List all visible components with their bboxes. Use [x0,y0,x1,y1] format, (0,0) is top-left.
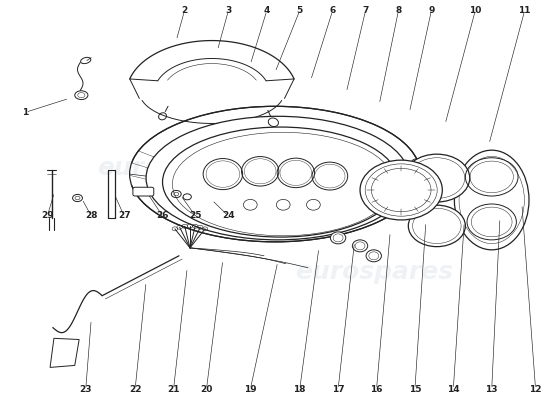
Text: 3: 3 [226,6,232,15]
Text: 6: 6 [329,6,336,15]
Ellipse shape [454,150,529,250]
Text: 29: 29 [41,212,54,220]
Text: 5: 5 [296,6,303,15]
Text: 25: 25 [189,212,202,220]
Text: 14: 14 [447,385,460,394]
Text: 16: 16 [370,385,383,394]
Ellipse shape [146,116,409,240]
Ellipse shape [353,240,368,252]
Text: 20: 20 [200,385,213,394]
Text: 8: 8 [395,6,402,15]
Text: 28: 28 [85,212,97,220]
Text: 23: 23 [80,385,92,394]
Text: 18: 18 [294,385,306,394]
Text: 1: 1 [22,108,29,117]
Text: 7: 7 [362,6,368,15]
Text: 13: 13 [486,385,498,394]
Ellipse shape [404,154,470,202]
Text: 19: 19 [244,385,257,394]
Text: eurospares: eurospares [97,156,255,180]
Text: 2: 2 [182,6,188,15]
Text: 4: 4 [263,6,270,15]
Ellipse shape [331,232,346,244]
Polygon shape [50,338,79,368]
Text: 9: 9 [428,6,435,15]
Ellipse shape [163,127,398,237]
Text: 22: 22 [129,385,141,394]
Text: 24: 24 [222,212,235,220]
Text: 17: 17 [332,385,344,394]
Text: eurospares: eurospares [295,260,453,284]
Ellipse shape [360,160,442,220]
Ellipse shape [366,250,382,262]
Text: 26: 26 [156,212,169,220]
Text: 21: 21 [167,385,180,394]
Ellipse shape [408,205,465,247]
Text: 27: 27 [118,212,130,220]
Text: 12: 12 [529,385,542,394]
Text: 15: 15 [409,385,421,394]
Text: 10: 10 [469,6,481,15]
Text: 11: 11 [518,6,531,15]
FancyBboxPatch shape [133,187,154,196]
